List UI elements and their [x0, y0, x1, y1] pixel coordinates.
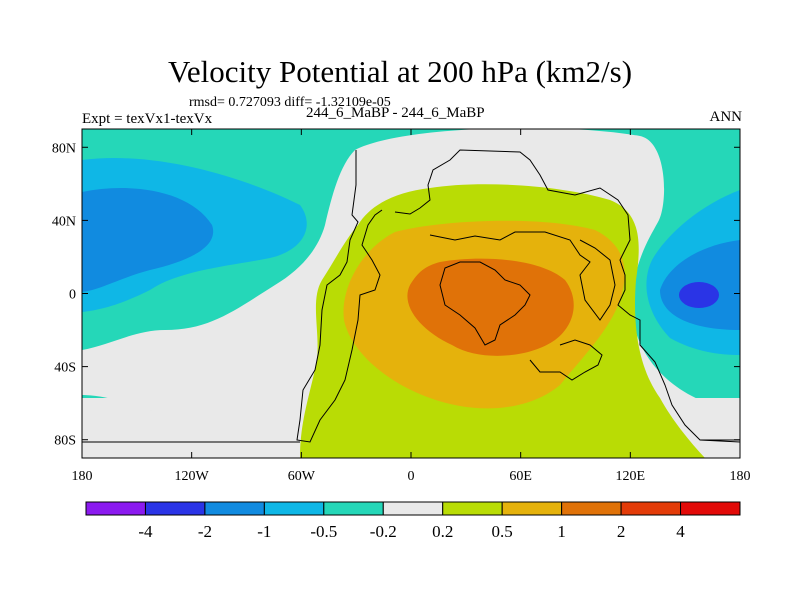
coastline-antarctica	[82, 439, 740, 443]
y-tick-label: 80S	[54, 434, 76, 449]
x-tick-label: 60E	[509, 469, 532, 484]
band-neg-4-to-neg-2-core	[679, 282, 719, 308]
y-tick-label: 80N	[52, 141, 76, 156]
colorbar-label: 1	[557, 522, 566, 541]
colorbar-label: 2	[617, 522, 626, 541]
colorbar-swatch	[204, 501, 265, 516]
season-label: ANN	[709, 109, 743, 125]
chart-title: Velocity Potential at 200 hPa (km2/s)	[167, 54, 633, 89]
coastlines	[82, 149, 740, 443]
y-tick-label: 40S	[54, 361, 76, 376]
contour-fill-layer	[82, 129, 740, 458]
colorbar-swatch	[323, 501, 384, 516]
y-axis: 80N 40N 0 40S 80S	[52, 141, 740, 449]
colorbar-swatch	[501, 501, 563, 516]
band-neg-2-to-neg-1-west	[82, 188, 214, 292]
x-tick-label: 180	[72, 469, 93, 484]
x-tick-label: 0	[408, 469, 415, 484]
colorbar-swatch	[263, 501, 325, 516]
coastline-australia	[529, 339, 603, 381]
y-tick-label: 40N	[52, 214, 76, 229]
coastline-eurasia	[394, 149, 740, 441]
colorbar-swatch	[382, 501, 444, 516]
colorbar-label: -0.5	[310, 522, 337, 541]
colorbar-label: -4	[138, 522, 153, 541]
colorbar-swatch	[620, 501, 682, 516]
colorbar-swatch	[144, 501, 206, 516]
colorbar-swatch	[85, 501, 146, 516]
colorbar-label: 0.5	[492, 522, 513, 541]
colorbar-swatch	[561, 501, 622, 516]
band-1-to-2	[407, 258, 574, 356]
x-axis: 180 120W 60W 0 60E 120E 180	[72, 129, 751, 484]
colorbar-swatch	[442, 501, 503, 516]
colorbar: -4 -2 -1 -0.5 -0.2 0.2 0.5 1 2 4	[85, 501, 741, 541]
colorbar-label: -0.2	[370, 522, 397, 541]
coastline-africa-asia	[429, 231, 616, 346]
colorbar-swatch	[680, 501, 741, 516]
case-label: 244_6_MaBP - 244_6_MaBP	[306, 105, 485, 121]
x-tick-label: 180	[730, 469, 751, 484]
rmsd-diff-stats: rmsd= 0.727093 diff= -1.32109e-05	[189, 95, 391, 110]
coastline-north-america-greenland	[296, 150, 383, 443]
x-tick-label: 120W	[175, 469, 210, 484]
experiment-label: Expt = texVx1-texVx	[82, 111, 213, 127]
y-tick-label: 0	[69, 288, 76, 303]
x-tick-label: 60W	[288, 469, 316, 484]
colorbar-label: 4	[676, 522, 685, 541]
x-tick-label: 120E	[616, 469, 646, 484]
colorbar-label: 0.2	[432, 522, 453, 541]
colorbar-label: -1	[257, 522, 271, 541]
colorbar-label: -2	[198, 522, 212, 541]
